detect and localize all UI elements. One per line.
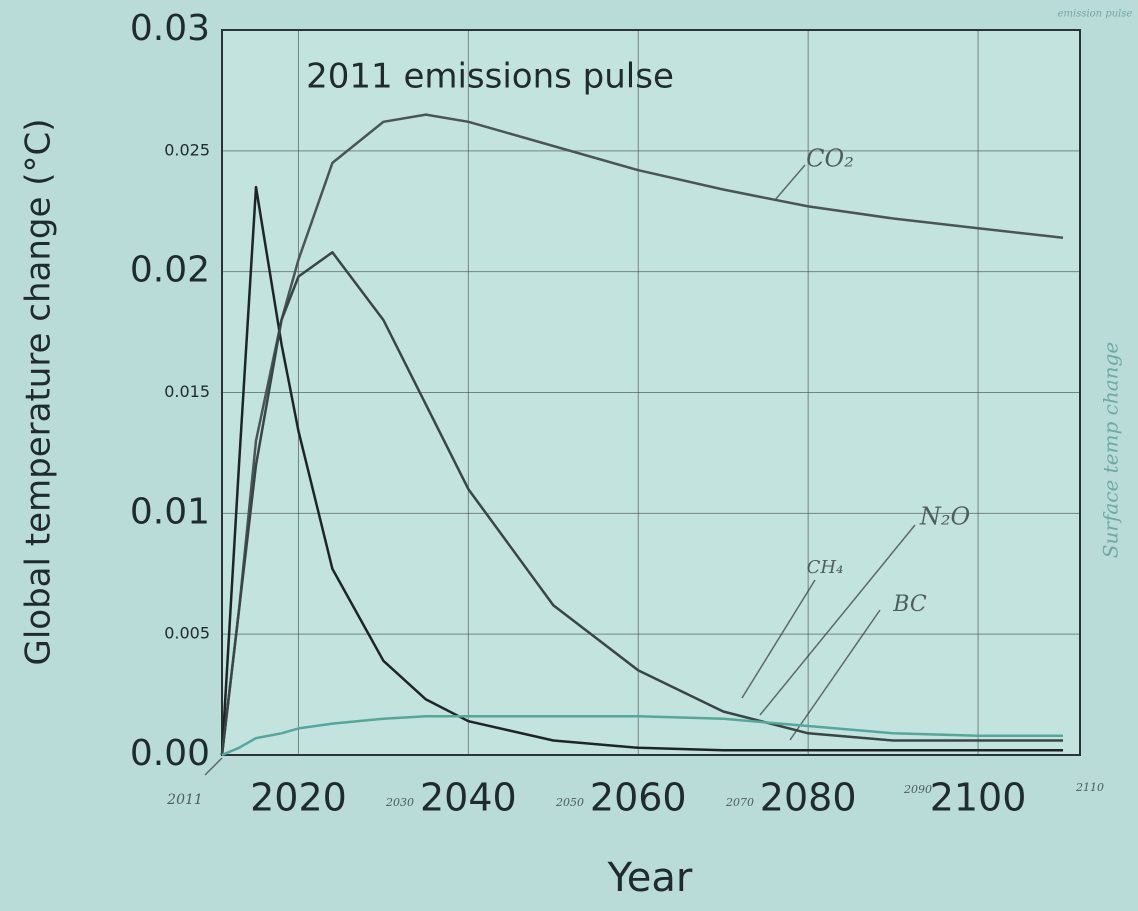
handwritten-note: BC [892,592,927,617]
handwritten-note: CH₄ [807,557,844,578]
handwritten-note: emission pulse [1058,9,1133,20]
x-tick-label: 2020 [250,776,347,820]
handwritten-note: 2090 [903,783,932,796]
x-tick-label: 2040 [420,776,517,820]
y-tick-label: 0.02 [130,250,210,291]
y-tick-label: 0.00 [130,733,210,774]
x-tick-label: 2100 [930,776,1027,820]
x-tick-label: 2060 [590,776,687,820]
y-tick-label: 0.01 [130,491,210,532]
x-axis-label: Year [607,855,693,901]
y-tick-label: 0.015 [164,382,210,401]
y-tick-label: 0.005 [164,624,210,643]
x-tick-label: 2080 [760,776,857,820]
handwritten-note: N₂O [919,503,971,531]
y-tick-label: 0.03 [130,8,210,49]
y-axis-label: Global temperature change (°C) [19,119,59,666]
handwritten-note: 2011 [166,792,203,808]
handwritten-note: Surface temp change [1099,342,1123,558]
handwritten-note: 2050 [555,796,584,809]
handwritten-note: 2070 [725,796,754,809]
handwritten-note: CO₂ [806,145,854,173]
handwritten-note: 2030 [385,796,414,809]
y-tick-label: 0.025 [164,140,210,159]
handwritten-note: 2110 [1075,781,1104,794]
chart: 2011 emissions pulse Year Global tempera… [0,0,1138,911]
chart-title: 2011 emissions pulse [306,57,674,97]
